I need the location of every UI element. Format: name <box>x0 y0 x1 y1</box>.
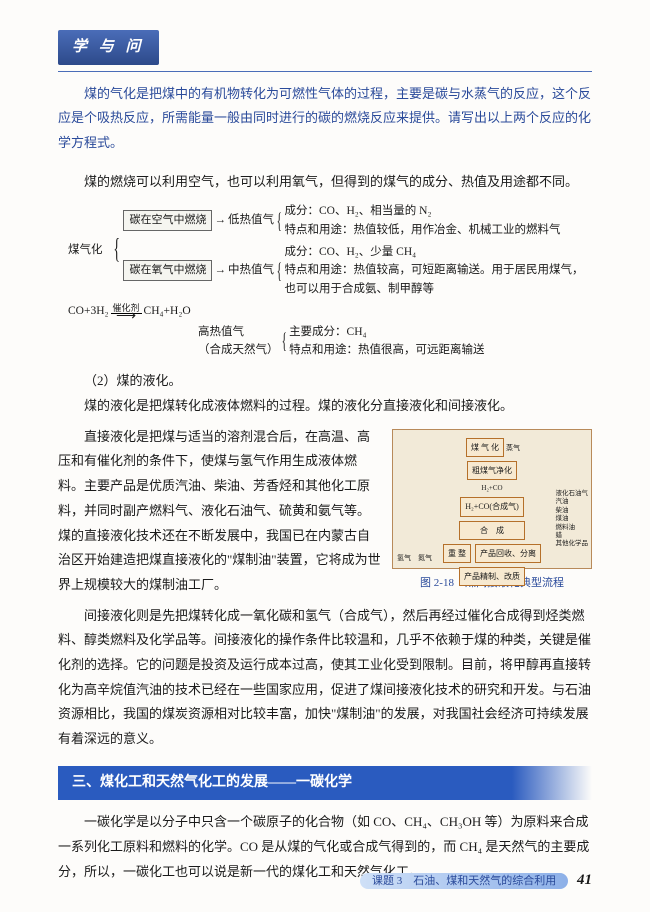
flow-text: 主要成分：CH₄ <box>289 323 485 341</box>
divider <box>58 71 592 72</box>
footer-label: 课题 3 石油、煤和天然气的综合利用 <box>360 873 568 889</box>
brace-icon: { <box>113 242 120 259</box>
paragraph-4: 间接液化则是先把煤转化成一氧化碳和氢气（合成气），然后再经过催化合成得到烃类燃料… <box>58 604 592 752</box>
flow-text: 成分：CO、H₂、相当量的 N₂ <box>285 202 592 220</box>
page-number: 41 <box>577 872 592 888</box>
d-node: 合 成 <box>459 521 525 540</box>
d-label: 蒸气 <box>506 444 520 452</box>
brace-icon: { <box>277 214 282 227</box>
flow-node-3: 高热值气 <box>198 323 279 341</box>
flow-node-3b: （合成天然气） <box>198 341 279 359</box>
arrow-icon: → <box>214 261 226 279</box>
d-item: 液化石油气 <box>556 490 589 498</box>
flow-diagram: 煤气化 { 碳在空气中燃烧 → 低热值气 { 成分：CO、H₂、相当量的 N₂ … <box>58 202 592 359</box>
flow-box-2: 碳在氧气中燃烧 <box>123 260 212 282</box>
diagram-box: 煤 气 化蒸气 粗煤气净化 H₂+CO H₂+CO(合成气) 合 成 重 整产品… <box>392 429 592 569</box>
brace-icon: { <box>281 334 286 347</box>
subheading-2: （2）煤的液化。 <box>58 369 592 394</box>
flow-text: 特点和用途：热值很高，可远距离输送 <box>289 341 485 359</box>
d-node: 粗煤气净化 <box>467 461 517 480</box>
paragraph-1: 煤的燃烧可以利用空气，也可以利用氧气，但得到的煤气的成分、热值及用途都不同。 <box>58 170 592 195</box>
flow-box-1: 碳在空气中燃烧 <box>123 210 212 232</box>
d-item: 柴油 <box>556 507 589 515</box>
figure-2-18: 煤 气 化蒸气 粗煤气净化 H₂+CO H₂+CO(合成气) 合 成 重 整产品… <box>392 429 592 594</box>
d-item: 煤油 <box>556 515 589 523</box>
d-side-list: 液化石油气 汽油 柴油 煤油 燃料油 蜡 其他化学品 <box>556 490 589 549</box>
d-item: 其他化学品 <box>556 540 589 548</box>
d-item: 燃料油 <box>556 524 589 532</box>
d-label: 氢气 氮气 <box>397 552 432 565</box>
d-node: H₂+CO(合成气) <box>460 497 524 516</box>
arrow-icon: → <box>214 211 226 229</box>
intro-paragraph: 煤的气化是把煤中的有机物转化为可燃性气体的过程，主要是碳与水蒸气的反应，这个反应… <box>58 82 592 156</box>
flow-text: 特点和用途：热值较高，可短距离输送。用于居民用煤气，也可以用于合成氨、制甲醇等 <box>285 261 592 298</box>
d-node: 煤 气 化 <box>466 438 504 457</box>
flow-formula-left: CO+3H₂ <box>68 302 109 320</box>
flow-root: 煤气化 <box>68 241 110 259</box>
d-node: 产品精制、改质 <box>459 567 525 586</box>
section-badge: 学 与 问 <box>58 30 159 65</box>
flow-formula-right: CH₄+H₂O <box>144 302 191 320</box>
brace-icon: { <box>277 264 282 277</box>
d-item: 汽油 <box>556 498 589 506</box>
page-footer: 课题 3 石油、煤和天然气的综合利用 41 <box>360 866 592 895</box>
flow-node-2: 中热值气 <box>228 261 274 279</box>
flow-node-1: 低热值气 <box>228 211 274 229</box>
flow-text: 成分：CO、H₂、少量 CH₄ <box>285 243 592 261</box>
section-heading: 三、煤化工和天然气化工的发展——一碳化学 <box>58 766 592 801</box>
d-node: 产品回收、分离 <box>475 544 541 563</box>
arrow-icon: ⟶ <box>116 314 136 320</box>
d-node: 重 整 <box>443 544 471 563</box>
flow-text: 特点和用途：热值较低，用作冶金、机械工业的燃料气 <box>285 221 592 239</box>
paragraph-2: 煤的液化是把煤转化成液体燃料的过程。煤的液化分直接液化和间接液化。 <box>58 394 592 419</box>
